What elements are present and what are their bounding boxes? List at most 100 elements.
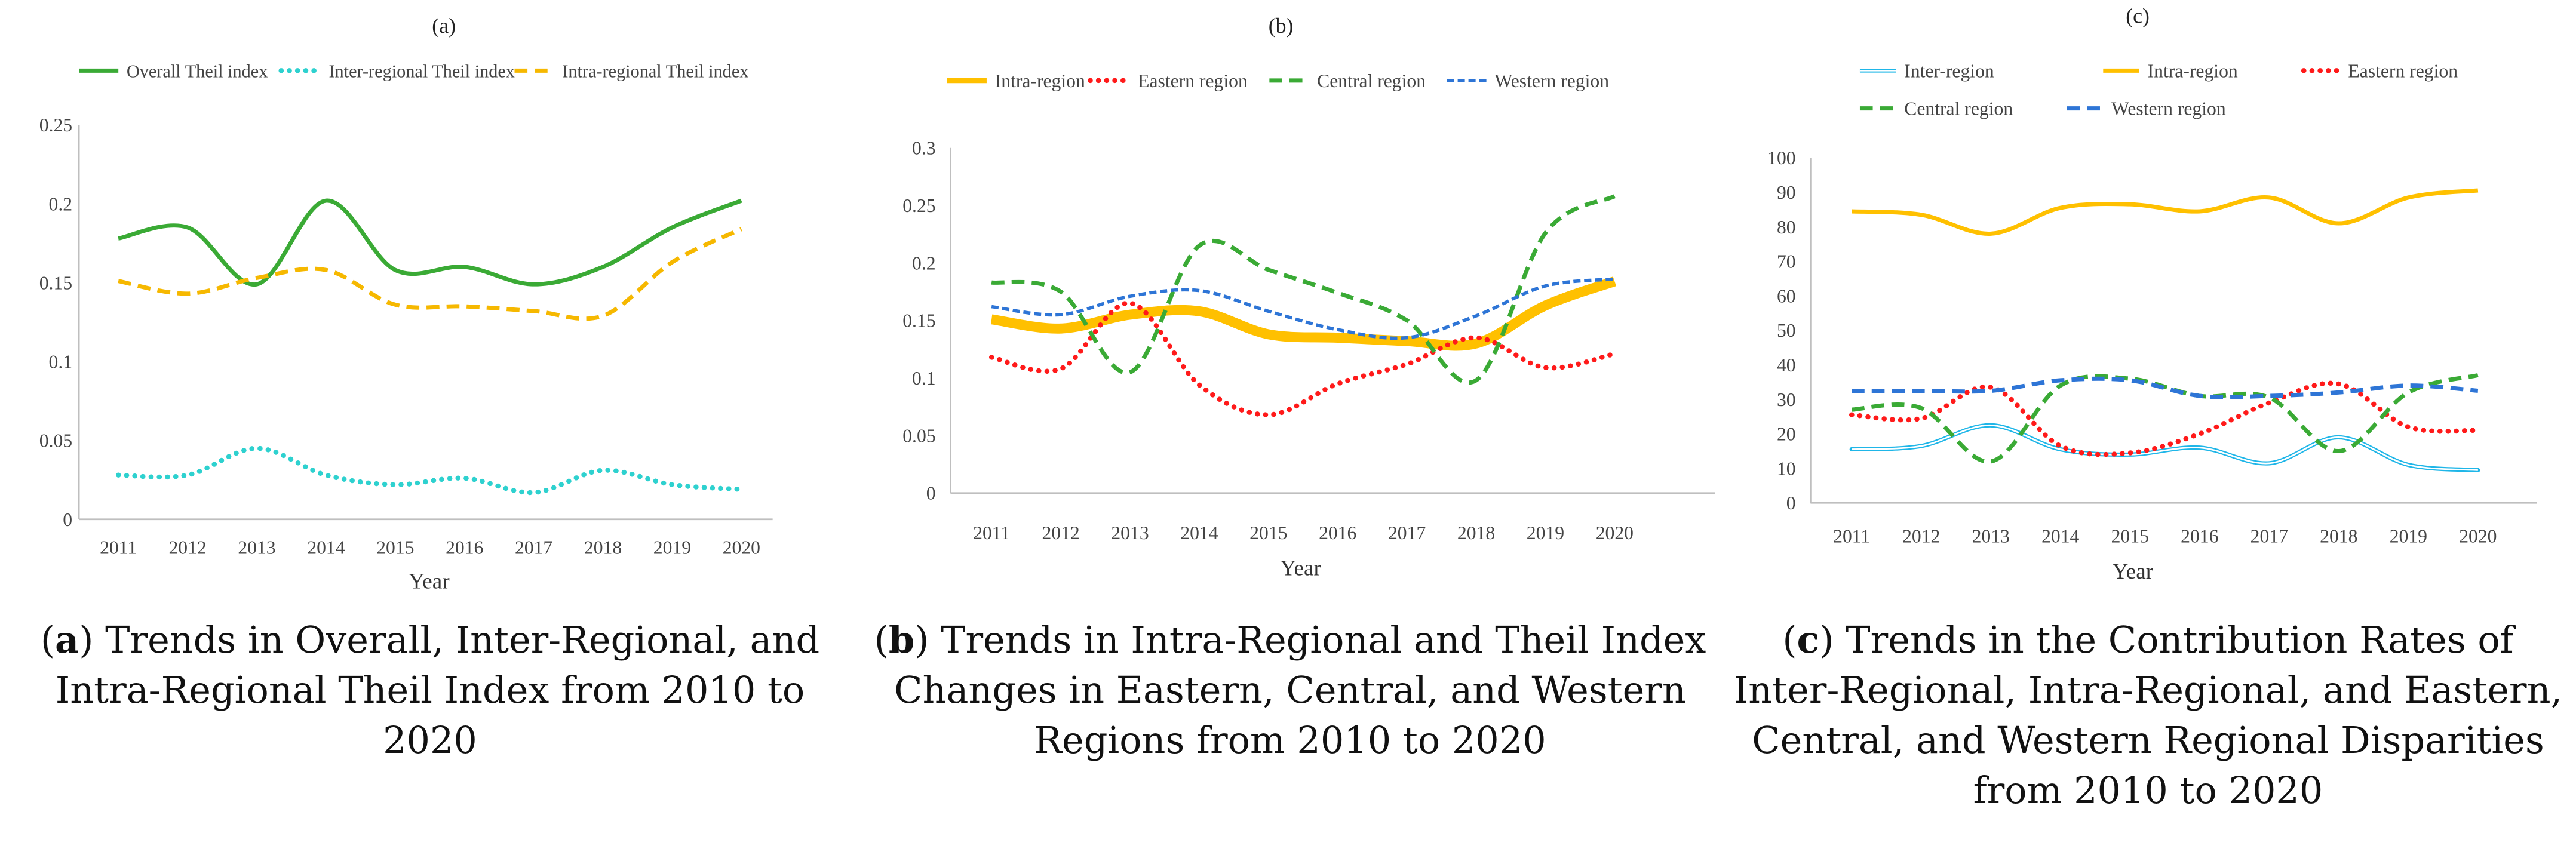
chart-a-series-intra-regional-theil-index-legend-label: Intra-regional Theil index [562, 61, 748, 81]
chart-c-x-tick-label: 2013 [1972, 525, 2010, 546]
chart-a-series-inter-regional-theil-index-legend-label: Inter-regional Theil index [328, 61, 514, 81]
chart-a-series-overall-theil-index-line [118, 198, 742, 287]
chart-c-y-tick-label: 70 [1777, 251, 1796, 272]
chart-b-x-tick-label: 2012 [1042, 522, 1079, 543]
chart-b-y-tick-label: 0.3 [912, 138, 936, 159]
chart-a-x-tick-label: 2011 [100, 537, 137, 558]
chart-c-y-tick-label: 80 [1777, 217, 1796, 238]
chart-c-series-intra-region-legend-label: Intra-region [2148, 60, 2238, 81]
chart-b-x-tick-label: 2018 [1457, 522, 1495, 543]
chart-b-x-tick-label: 2020 [1596, 522, 1634, 543]
chart-b-x-tick-label: 2017 [1388, 522, 1426, 543]
chart-c-x-tick-label: 2018 [2320, 525, 2357, 546]
chart-b-panel-label: (b) [1269, 14, 1294, 38]
chart-c-series-inter-region-line [1849, 423, 2480, 473]
chart-b-x-tick-label: 2013 [1111, 522, 1149, 543]
chart-c-y-tick-label: 100 [1767, 147, 1795, 168]
chart-c-y-tick-label: 90 [1777, 182, 1796, 203]
chart-b-group: (b) 0 0.05 0.1 0.15 0.2 0.25 0.3 2011 2012 2013 201… [902, 14, 1715, 580]
chart-a-x-tick-label: 2014 [307, 537, 345, 558]
chart-b-y-tick-label: 0.05 [902, 425, 935, 446]
chart-a-series-intra-regional-theil-index-line [118, 227, 742, 321]
chart-a-svg: (a) 0 0.05 0.1 0.15 0.2 0.25 2011 2012 2013 2014 20… [39, 14, 773, 593]
chart-c-series-eastern-region-line [1849, 380, 2481, 457]
chart-a-y-tick-label: 0.25 [39, 115, 72, 136]
chart-a-x-tick-label: 2018 [584, 537, 622, 558]
chart-a-panel-label: (a) [432, 14, 456, 38]
chart-a-y-tick-label: 0.05 [39, 430, 72, 451]
chart-a-y-tick-label: 0.1 [49, 352, 73, 373]
chart-a-x-axis-title: Year [409, 569, 450, 593]
chart-a-y-tick-label: 0.15 [39, 272, 72, 293]
caption-a: (a) Trends in Overall, Inter-Regional, a… [40, 618, 820, 762]
chart-a-group: (a) 0 0.05 0.1 0.15 0.2 0.25 2011 2012 2013 2014 20… [39, 14, 773, 593]
chart-a-x-tick-label: 2017 [515, 537, 552, 558]
chart-c-x-tick-label: 2014 [2041, 525, 2079, 546]
chart-c-y-tick-label: 10 [1777, 458, 1796, 479]
chart-c-y-tick-label: 0 [1786, 493, 1796, 513]
chart-c-y-tick-label: 20 [1777, 424, 1796, 445]
chart-b-series-western-region-legend-label: Western region [1494, 70, 1609, 91]
chart-b-series-central-region-line [991, 194, 1616, 385]
chart-a-x-tick-label: 2019 [653, 537, 691, 558]
chart-c-x-tick-label: 2012 [1902, 525, 1940, 546]
chart-b-svg: (b) 0 0.05 0.1 0.15 0.2 0.25 0.3 2011 2012 2013 201… [902, 14, 1715, 580]
chart-a-x-tick-label: 2020 [723, 537, 760, 558]
chart-c-x-axis-title: Year [2113, 559, 2154, 584]
chart-c-x-tick-label: 2017 [2250, 525, 2288, 546]
chart-a-y-tick-label: 0 [63, 509, 72, 530]
chart-a-x-tick-label: 2012 [168, 537, 206, 558]
caption-c-text: Trends in the Contribution Rates of Inte… [1733, 618, 2563, 812]
caption-b-label: b [888, 618, 915, 662]
chart-c-y-tick-label: 40 [1777, 355, 1796, 376]
chart-c-series-inter-region-legend-label: Inter-region [1904, 60, 1994, 81]
chart-b-series-eastern-region-legend-label: Eastern region [1138, 70, 1248, 91]
chart-c-series-central-region-legend-label: Central region [1904, 99, 2013, 119]
chart-b-x-tick-label: 2014 [1180, 522, 1218, 543]
caption-c: (c) Trends in the Contribution Rates of … [1733, 618, 2563, 812]
chart-c-x-tick-label: 2020 [2459, 525, 2497, 546]
chart-a-x-tick-label: 2016 [446, 537, 483, 558]
chart-panel-c: (c) 0 10 20 30 40 50 60 70 80 90 100 2011 2012 2013 201… [1720, 0, 2576, 858]
chart-b-y-tick-label: 0.25 [902, 195, 935, 216]
chart-b-y-tick-label: 0 [926, 483, 936, 504]
chart-panel-b: (b) 0 0.05 0.1 0.15 0.2 0.25 0.3 2011 2012 2013 201… [860, 0, 1720, 858]
chart-c-panel-label: (c) [2126, 4, 2150, 28]
chart-c-group: (c) 0 10 20 30 40 50 60 70 80 90 100 2011 2012 2013 201… [1767, 4, 2537, 584]
chart-a-y-tick-label: 0.2 [49, 193, 73, 214]
chart-a-x-tick-label: 2013 [238, 537, 275, 558]
chart-b-y-tick-label: 0.2 [912, 253, 936, 273]
chart-b-x-tick-label: 2019 [1527, 522, 1564, 543]
chart-c-series-eastern-region-legend-label: Eastern region [2348, 60, 2458, 81]
caption-a-text: Trends in Overall, Inter-Regional, and I… [55, 618, 820, 762]
chart-b-y-tick-label: 0.1 [912, 368, 936, 389]
chart-c-series-intra-region-line [1852, 188, 2479, 236]
chart-b-series-central-region-legend-label: Central region [1317, 70, 1426, 91]
caption-b: (b) Trends in Intra-Regional and Theil I… [874, 618, 1706, 762]
caption-b-text: Trends in Intra-Regional and Theil Index… [894, 618, 1706, 762]
chart-c-series-inter-region-line-inner [1852, 424, 2478, 471]
chart-c-series-western-region-line [1852, 376, 2479, 399]
chart-c-x-tick-label: 2015 [2111, 525, 2149, 546]
chart-b-x-axis-title: Year [1280, 556, 1321, 580]
chart-c-svg: (c) 0 10 20 30 40 50 60 70 80 90 100 2011 2012 2013 201… [1767, 4, 2537, 584]
chart-a-x-tick-label: 2015 [376, 537, 414, 558]
caption-c-label: c [1797, 618, 1820, 662]
chart-c-x-tick-label: 2019 [2390, 525, 2427, 546]
chart-a-series-overall-theil-index-legend-label: Overall Theil index [127, 61, 268, 81]
chart-b-x-tick-label: 2015 [1249, 522, 1287, 543]
chart-c-x-tick-label: 2016 [2181, 525, 2218, 546]
chart-b-series-eastern-region-line [988, 300, 1617, 417]
caption-a-label: a [55, 618, 79, 662]
chart-c-series-western-region-legend-label: Western region [2111, 99, 2226, 119]
chart-panel-a: (a) 0 0.05 0.1 0.15 0.2 0.25 2011 2012 2013 2014 20… [0, 0, 860, 858]
chart-b-x-tick-label: 2016 [1319, 522, 1356, 543]
chart-c-y-tick-label: 30 [1777, 389, 1796, 410]
chart-b-series-intra-region-legend-label: Intra-region [995, 70, 1085, 91]
chart-b-y-tick-label: 0.15 [902, 310, 935, 331]
chart-c-y-tick-label: 60 [1777, 285, 1796, 306]
chart-c-y-tick-label: 50 [1777, 320, 1796, 341]
chart-b-series-intra-region-line [990, 276, 1617, 351]
chart-c-x-tick-label: 2011 [1833, 525, 1870, 546]
chart-a-series-inter-regional-theil-index-line [115, 445, 744, 496]
